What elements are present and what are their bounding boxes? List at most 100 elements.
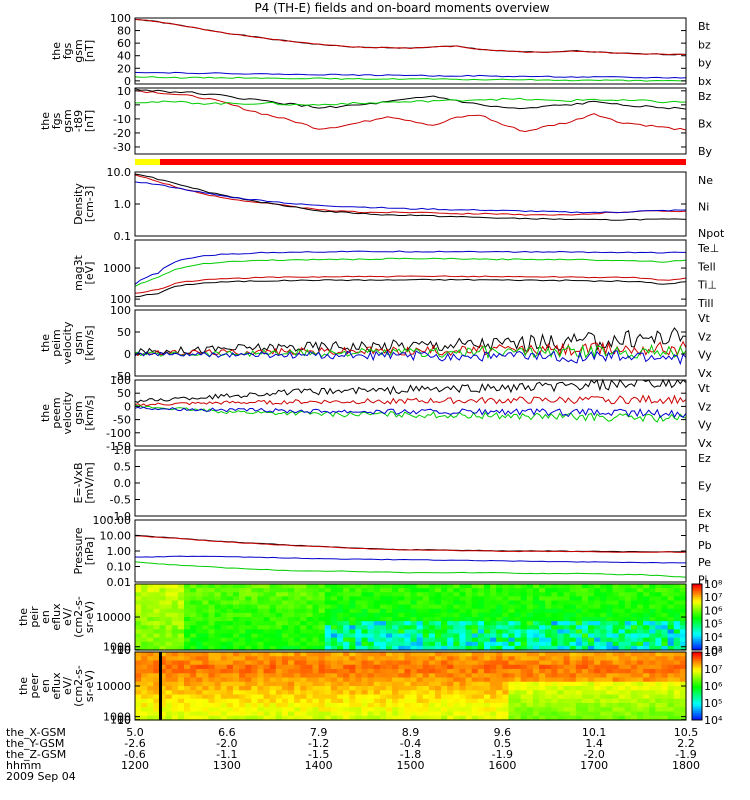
spectrogram-cell: [165, 625, 173, 630]
spectrogram-cell: [563, 656, 571, 662]
spectrogram-cell: [275, 600, 283, 606]
spectrogram-cell: [404, 645, 412, 651]
spectrogram-cell: [177, 707, 185, 713]
spectrogram-cell: [263, 711, 271, 717]
spectrogram-cell: [520, 669, 528, 674]
spectrogram-cell: [190, 588, 197, 593]
spectrogram-cell: [594, 673, 601, 679]
spectrogram-cell: [171, 637, 179, 643]
spectrogram-cell: [343, 686, 350, 691]
spectrogram-cell: [532, 707, 540, 713]
spectrogram-cell: [453, 612, 461, 618]
spectrogram-cell: [465, 711, 473, 717]
spectrogram-cell: [349, 711, 356, 717]
spectrogram-cell: [428, 707, 436, 713]
spectrogram-cell: [441, 625, 448, 630]
spectrogram-cell: [392, 637, 399, 643]
spectrogram-cell: [575, 698, 583, 704]
spectrogram-cell: [263, 664, 271, 670]
spectrogram-cell: [673, 703, 681, 708]
spectrogram-cell: [349, 656, 356, 662]
spectrogram-cell: [588, 604, 595, 610]
spectrogram-cell: [404, 669, 412, 674]
colorbar-segment: [692, 706, 702, 710]
spectrogram-cell: [306, 660, 314, 666]
spectrogram-cell: [649, 669, 656, 674]
spectrogram-cell: [667, 669, 675, 674]
spectrogram-cell: [557, 686, 565, 691]
spectrogram-cell: [428, 637, 436, 643]
spectrogram-cell: [232, 612, 240, 618]
spectrogram-cell: [606, 673, 614, 679]
spectrogram-cell: [355, 588, 363, 593]
spectrogram-cell: [202, 664, 210, 670]
spectrogram-cell: [398, 608, 405, 614]
spectrogram-cell: [373, 592, 381, 597]
spectrogram-cell: [196, 698, 203, 704]
spectrogram-cell: [300, 652, 308, 657]
spectrogram-cell: [581, 592, 589, 597]
spectrogram-cell: [135, 698, 142, 704]
spectrogram-cell: [416, 694, 424, 700]
spectrogram-cell: [563, 621, 571, 626]
spectrogram-cell: [575, 652, 583, 657]
spectrogram-cell: [294, 637, 301, 643]
spectrogram-cell: [637, 669, 644, 674]
spectrogram-cell: [275, 617, 283, 622]
spectrogram-cell: [300, 645, 308, 651]
spectrogram-cell: [661, 656, 669, 662]
spectrogram-cell: [441, 592, 448, 597]
spectrogram-cell: [575, 629, 583, 635]
spectrogram-cell: [220, 711, 228, 717]
spectrogram-cell: [612, 641, 620, 647]
spectrogram-cell: [588, 673, 595, 679]
spectrogram-cell: [355, 584, 363, 589]
spectrogram-cell: [288, 711, 295, 717]
spectrogram-cell: [588, 592, 595, 597]
spectrogram-cell: [153, 677, 161, 683]
spectrogram-cell: [612, 637, 620, 643]
spectrogram-cell: [269, 711, 277, 717]
spectrogram-cell: [630, 629, 638, 635]
spectrogram-cell: [612, 617, 620, 622]
spectrogram-cell: [153, 698, 161, 704]
spectrogram-cell: [226, 698, 234, 704]
spectrogram-cell: [386, 715, 393, 721]
spectrogram-cell: [459, 629, 467, 635]
spectrogram-cell: [563, 652, 571, 657]
spectrogram-cell: [330, 617, 338, 622]
spectrogram-cell: [557, 629, 565, 635]
spectrogram-cell: [643, 711, 650, 717]
spectrogram-cell: [330, 604, 338, 610]
spectrogram-cell: [300, 660, 308, 666]
spectrogram-cell: [202, 673, 210, 679]
spectrogram-cell: [483, 707, 491, 713]
spectrogram-cell: [251, 604, 259, 610]
spectrogram-cell: [422, 715, 430, 721]
spectrogram-cell: [196, 629, 203, 635]
spectrogram-cell: [171, 673, 179, 679]
spectrogram-cell: [661, 637, 669, 643]
spectrogram-cell: [196, 625, 203, 630]
spectrogram-cell: [281, 715, 289, 721]
spectrogram-cell: [569, 633, 577, 639]
spectrogram-cell: [588, 698, 595, 704]
spectrogram-cell: [514, 600, 522, 606]
spectrogram-cell: [392, 681, 399, 687]
spectrogram-cell: [575, 584, 583, 589]
spectrogram-cell: [649, 608, 656, 614]
spectrogram-cell: [496, 584, 503, 589]
spectrogram-cell: [294, 645, 301, 651]
spectrogram-cell: [190, 612, 197, 618]
spectrogram-cell: [637, 645, 644, 651]
spectrogram-cell: [337, 698, 344, 704]
spectrogram-cell: [526, 652, 534, 657]
spectrogram-cell: [655, 694, 663, 700]
spectrogram-cell: [557, 681, 565, 687]
spectrogram-cell: [667, 588, 675, 593]
spectrogram-cell: [643, 664, 650, 670]
spectrogram-cell: [183, 596, 191, 602]
spectrogram-cell: [367, 690, 375, 696]
spectrogram-cell: [226, 690, 234, 696]
spectrogram-cell: [177, 656, 185, 662]
